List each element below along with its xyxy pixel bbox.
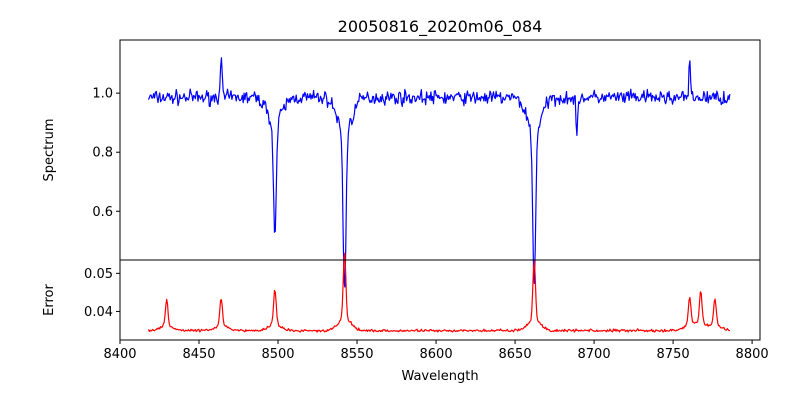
x-axis-label: Wavelength (401, 369, 478, 384)
x-tick-label: 8550 (340, 347, 373, 362)
x-tick-label: 8700 (578, 347, 611, 362)
error-axes-frame (119, 259, 761, 341)
error-y-axis-label: Error (42, 284, 57, 316)
error-y-tick-label: 0.05 (84, 267, 113, 282)
x-tick-label: 8650 (499, 347, 532, 362)
x-tick-label: 8450 (182, 347, 215, 362)
error-x-ticks: 8400 8450 8500 8550 8600 8650 8700 8750 8800 (103, 340, 769, 362)
spectrum-y-tick-label: 1.0 (92, 87, 113, 102)
x-tick-label: 8400 (103, 347, 136, 362)
x-tick-label: 8500 (261, 347, 294, 362)
spectrum-y-tick-label: 0.6 (92, 205, 113, 220)
error-series-line (147, 252, 731, 333)
spectrum-y-tick-label: 0.8 (92, 146, 113, 161)
spectrum-series-line (147, 57, 731, 288)
error-panel: 0.04 0.05 8400 8450 8500 8550 8600 8650 8700 875… (42, 252, 769, 384)
x-tick-label: 8600 (420, 347, 453, 362)
x-tick-label: 8750 (657, 347, 690, 362)
error-y-ticks: 0.04 0.05 (84, 267, 120, 320)
error-y-tick-label: 0.04 (84, 305, 113, 320)
spectrum-y-axis-label: Spectrum (42, 119, 57, 182)
chart-title: 20050816_2020m06_084 (338, 17, 543, 37)
x-tick-label: 8800 (736, 347, 769, 362)
spectrum-y-ticks: 0.6 0.8 1.0 (92, 87, 120, 220)
